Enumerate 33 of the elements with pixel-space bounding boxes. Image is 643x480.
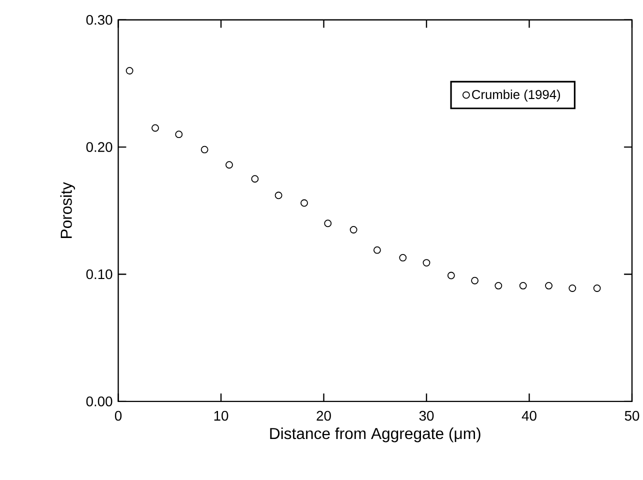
point — [593, 284, 601, 292]
legend-label: Crumbie (1994) — [472, 90, 560, 102]
x-tick-label: 20 — [316, 410, 331, 421]
point — [152, 124, 159, 132]
point — [447, 272, 455, 280]
point — [471, 276, 479, 284]
y-axis-title: Porosity — [60, 182, 76, 238]
point — [200, 146, 208, 154]
y-tick-label: 0.10 — [86, 269, 112, 280]
x-tick-label: 40 — [522, 410, 536, 421]
point — [568, 284, 576, 292]
point — [494, 282, 502, 290]
x-tick-label: 10 — [214, 410, 228, 421]
x-tick-label: 50 — [624, 410, 640, 421]
point — [399, 254, 407, 262]
point — [226, 161, 233, 169]
x-axis-title: Distance from Aggregate (μm) — [270, 428, 480, 442]
x-tick-label: 30 — [419, 410, 434, 421]
x-tick-label: 0 — [114, 410, 122, 421]
point — [251, 175, 259, 183]
y-tick-label: 0.00 — [86, 396, 112, 406]
point — [422, 259, 430, 267]
point — [274, 192, 282, 200]
point — [126, 67, 134, 74]
point — [350, 226, 358, 234]
point — [300, 199, 308, 207]
point — [519, 282, 527, 290]
point — [324, 220, 332, 228]
point — [175, 130, 183, 138]
y-tick-label: 0.30 — [86, 14, 112, 25]
point — [545, 282, 552, 290]
point — [373, 246, 381, 254]
y-tick-label: 0.20 — [86, 142, 112, 152]
